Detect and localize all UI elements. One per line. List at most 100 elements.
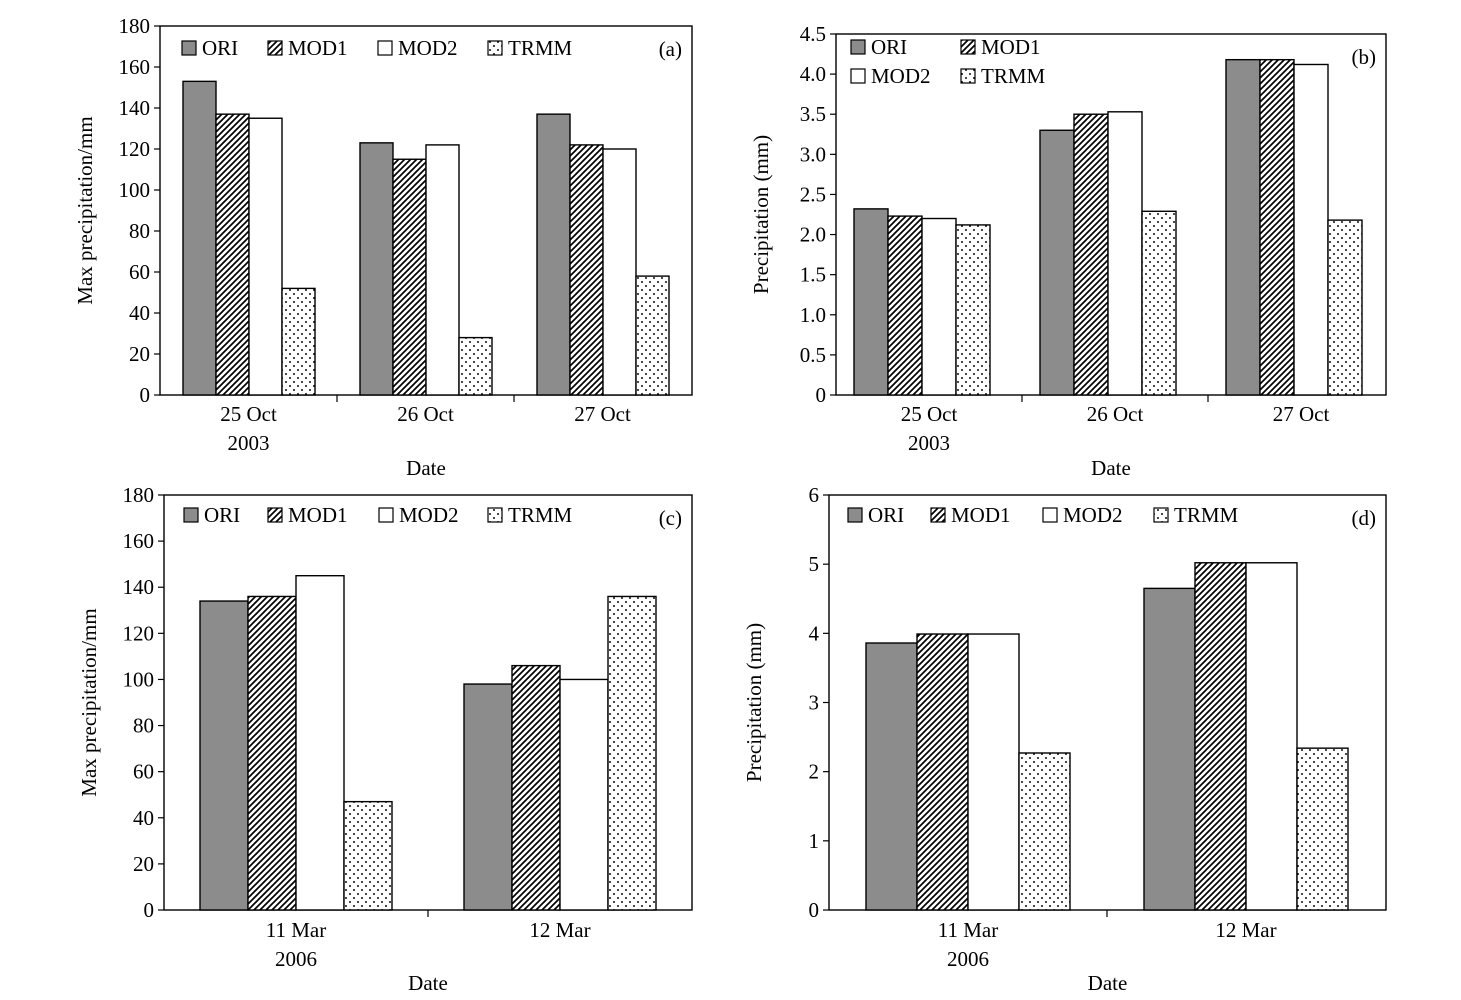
x-category-label: 27 Oct	[1273, 402, 1330, 426]
chart-panel-3: 0 1 2 3 4 5 6 11 Mar 2006 12 Mar Date Precipitation…	[742, 483, 1387, 995]
legend-label-mod1: MOD1	[981, 35, 1041, 59]
legend-swatch-mod2	[1042, 507, 1058, 523]
bar-mod1-1	[392, 158, 427, 396]
legend-label-mod1: MOD1	[951, 503, 1011, 527]
bar-ori-1	[1039, 129, 1075, 396]
chart-panel-2: 0 20 40 60 80 100 120 140 160 180 11 Mar 2006 12 Mar…	[77, 483, 693, 995]
legend-swatch-trmm	[487, 40, 503, 56]
legend-label-mod2: MOD2	[871, 64, 931, 88]
bar-mod1-1	[1073, 113, 1109, 396]
x-category-label: 25 Oct	[220, 402, 277, 426]
legend-label-trmm: TRMM	[981, 64, 1046, 88]
chart-panel-0: 0 20 40 60 80 100 120 140 160 180 25 Oct 2003 26 Oct…	[73, 14, 693, 480]
legend-label-mod2: MOD2	[398, 36, 458, 60]
y-tick-label: 60	[129, 260, 150, 284]
y-tick-label: 0.5	[800, 343, 826, 367]
bar-trmm-0	[281, 287, 316, 396]
bar-ori-2	[1225, 58, 1261, 396]
legend-swatch-mod1	[960, 39, 976, 55]
y-tick-label: 2	[809, 760, 820, 784]
y-tick-label: 3.5	[800, 102, 826, 126]
bar-mod1-0	[887, 215, 923, 396]
legend-swatch-ori	[850, 39, 866, 55]
legend-swatch-trmm	[1153, 507, 1169, 523]
bar-trmm-0	[955, 224, 991, 396]
bar-mod1-2	[569, 144, 604, 396]
y-tick-label: 4	[809, 621, 820, 645]
y-tick-label: 80	[133, 714, 154, 738]
x-axis-label: Date	[406, 456, 446, 480]
bar-ori-0	[182, 80, 217, 396]
y-axis-label: Precipitation (mm)	[749, 135, 773, 294]
legend-label-mod1: MOD1	[288, 503, 348, 527]
legend-swatch-mod1	[267, 507, 283, 523]
panel-label: (d)	[1352, 506, 1377, 530]
legend-label-ori: ORI	[871, 35, 907, 59]
bar-ori-2	[536, 113, 571, 396]
legend-label-trmm: TRMM	[1174, 503, 1239, 527]
y-tick-label: 160	[119, 55, 151, 79]
y-tick-label: 100	[119, 178, 151, 202]
y-tick-label: 0	[140, 383, 151, 407]
legend-label-ori: ORI	[202, 36, 238, 60]
bar-mod1-2	[1259, 58, 1295, 396]
bar-ori-0	[853, 208, 889, 396]
x-category-sublabel: 2006	[275, 947, 317, 971]
bar-mod1-1	[1194, 562, 1247, 911]
bar-mod1-0	[916, 633, 969, 911]
legend-label-trmm: TRMM	[508, 36, 573, 60]
legend-label-mod1: MOD1	[288, 36, 348, 60]
legend-label-trmm: TRMM	[508, 503, 573, 527]
y-tick-label: 4.5	[800, 22, 826, 46]
y-tick-label: 40	[129, 301, 150, 325]
y-tick-label: 160	[123, 529, 155, 553]
x-category-label: 11 Mar	[938, 918, 998, 942]
bar-trmm-2	[1327, 219, 1363, 396]
x-axis-label: Date	[1091, 456, 1131, 480]
y-tick-label: 1	[809, 829, 820, 853]
bar-mod2-1	[425, 144, 460, 396]
y-tick-label: 6	[809, 483, 820, 507]
legend-swatch-ori	[183, 507, 199, 523]
bar-trmm-1	[607, 595, 657, 911]
y-tick-label: 80	[129, 219, 150, 243]
y-tick-label: 3	[809, 691, 820, 715]
bar-trmm-1	[1141, 210, 1177, 396]
bar-mod2-2	[1293, 63, 1329, 396]
bar-ori-1	[463, 683, 513, 911]
y-tick-label: 1.0	[800, 303, 826, 327]
bar-mod2-0	[295, 574, 345, 911]
y-axis-label: Max precipitation/mm	[77, 608, 101, 796]
x-category-label: 27 Oct	[574, 402, 631, 426]
bar-ori-0	[865, 642, 918, 911]
y-tick-label: 20	[133, 852, 154, 876]
bar-trmm-1	[1296, 747, 1349, 911]
bar-mod2-1	[559, 678, 609, 911]
legend-label-ori: ORI	[204, 503, 240, 527]
panel-label: (b)	[1352, 45, 1377, 69]
y-tick-label: 1.5	[800, 263, 826, 287]
bar-mod2-1	[1245, 562, 1298, 911]
y-tick-label: 60	[133, 760, 154, 784]
bar-mod2-0	[967, 633, 1020, 911]
y-tick-label: 2.5	[800, 182, 826, 206]
y-tick-label: 120	[123, 621, 155, 645]
y-tick-label: 20	[129, 342, 150, 366]
bar-mod1-1	[511, 664, 561, 911]
x-category-sublabel: 2003	[228, 431, 270, 455]
y-tick-label: 4.0	[800, 62, 826, 86]
chart-panel-1: 0 0.5 1.0 1.5 2.0 2.5 3.0 3.5 4.0 4.5 25 Oct 2003 26…	[749, 22, 1387, 480]
legend-swatch-trmm	[487, 507, 503, 523]
bar-trmm-0	[343, 800, 393, 911]
legend-swatch-mod1	[267, 40, 283, 56]
x-category-label: 26 Oct	[1087, 402, 1144, 426]
x-category-label: 12 Mar	[1215, 918, 1276, 942]
legend-swatch-mod1	[930, 507, 946, 523]
panel-label: (c)	[659, 506, 682, 530]
legend-swatch-mod2	[378, 507, 394, 523]
x-axis-label: Date	[408, 971, 448, 995]
bar-trmm-2	[635, 275, 670, 396]
x-category-label: 25 Oct	[901, 402, 958, 426]
bar-ori-1	[359, 142, 394, 396]
y-tick-label: 5	[809, 552, 820, 576]
